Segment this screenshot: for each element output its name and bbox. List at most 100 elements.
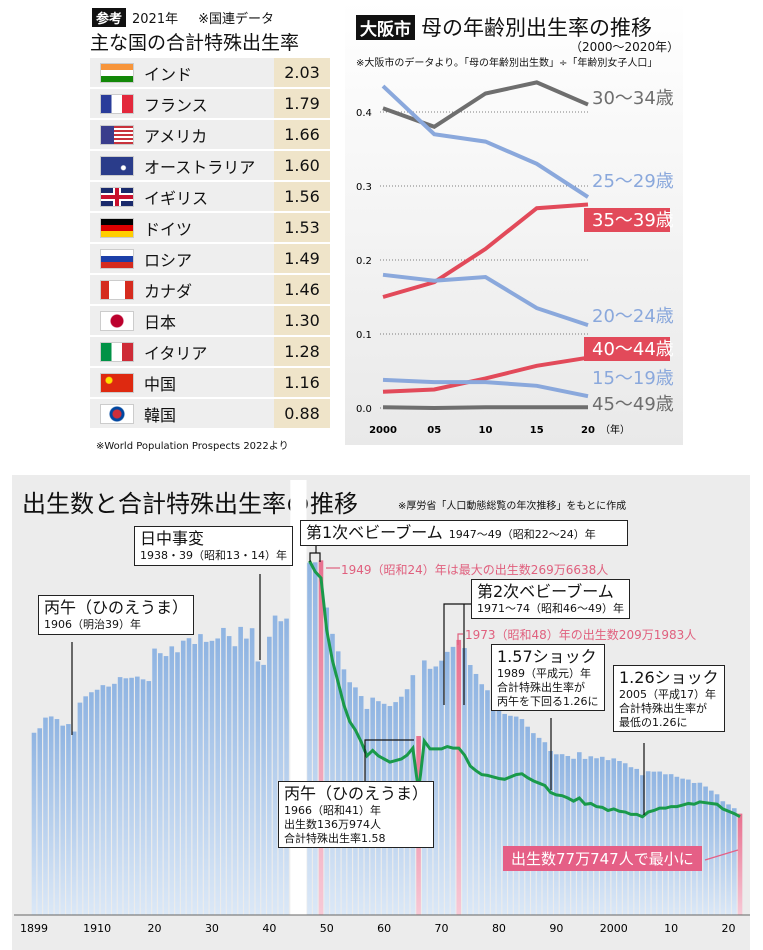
x-tick-label: 90 [549,922,563,935]
annotation-peak-1973: 1973（昭和48）年の出生数209万1983人 [465,628,697,642]
x-tick-label: 60 [377,922,391,935]
x-tick-label: 70 [435,922,449,935]
germany-flag-icon [100,217,134,238]
birth-bar [318,560,324,915]
birth-bar [175,652,180,915]
series-label-box [584,208,670,232]
birth-bar [140,679,146,915]
annotation-line: 1966（昭和41）年 [284,804,381,817]
france-flag-icon [100,93,134,114]
fertility-value: 1.56 [274,182,330,211]
series-label: 35〜39歳 [592,210,674,231]
country-name: アメリカ [144,126,208,146]
x-tick-label: 1899 [20,922,48,935]
country-name: インド [144,64,193,84]
birth-bar [508,715,513,915]
birth-bar [433,666,439,915]
country-cell: ドイツ [90,213,274,242]
annotation-line: 出生数136万974人 [284,817,381,831]
fertility-value: 1.46 [274,275,330,304]
birth-bar [324,607,330,915]
birth-bar [554,754,559,915]
series-label: 40〜44歳 [592,339,674,360]
fertility-value: 2.03 [274,58,330,87]
birth-bar [37,728,43,915]
osaka-chart-title: 母の年齢別出生率の推移 [421,16,652,40]
birth-bar [83,696,88,915]
leader-boom1 [309,552,321,562]
birth-bar [209,640,215,915]
birth-bar [628,767,634,915]
birth-bar [502,713,507,915]
birth-bar [645,771,651,915]
birth-bar [571,758,576,915]
usa-flag-icon [100,124,134,145]
annotation-title: 第2次ベビーブーム [477,582,614,601]
birth-bar [525,726,530,915]
uk-flag-icon [100,186,134,207]
x-tick-label: 20 [722,922,736,935]
birth-bar [60,725,65,915]
annotation-sub: 1947〜49（昭和22〜24）年 [448,528,596,541]
y-tick-label: 0.3 [356,182,372,193]
birth-bar [709,790,714,915]
birth-bar [605,760,611,915]
series-label: 45〜49歳 [592,394,674,415]
birth-bar [152,648,157,915]
korea-flag-icon [100,403,134,424]
china-flag-icon [100,372,134,393]
fertility-value: 1.60 [274,151,330,180]
x-tick-label: 05 [427,425,441,436]
x-tick-label: 50 [320,922,334,935]
x-tick-label: 20 [581,425,595,436]
country-cell: フランス [90,89,274,118]
series-line [382,202,589,299]
annotation-line: 1989（平成元）年 [497,667,591,680]
annotation-sub: 1938・39（昭和13・14）年 [140,549,287,562]
series-line [381,84,590,199]
table-row: アメリカ 1.66 [90,120,330,149]
annotation-hinoeuma-1906: 丙午（ひのえうま） 1906（明治39）年 [38,595,195,635]
table-year: 2021年 [132,12,179,27]
birth-bar [720,801,726,915]
birth-bar [462,648,467,915]
birth-bar [117,677,123,915]
birth-bar [307,562,312,915]
birth-bar [577,752,582,915]
fertility-value: 0.88 [274,399,330,428]
birth-bar [71,731,77,915]
russia-flag-icon [100,248,134,269]
birth-bar [531,733,536,915]
annotation-nicchu: 日中事変 1938・39（昭和13・14）年 [134,526,293,566]
birth-bar [272,615,278,915]
country-name: ドイツ [144,219,193,239]
series-line [382,355,589,394]
x-tick-label: 20 [148,922,162,935]
births-chart-note: ※厚労省「人口動態総覧の年次推移」をもとに作成 [398,501,627,512]
birth-bar [129,677,134,915]
birth-bar [703,786,708,915]
annotation-max-1949: 1949（昭和24）年は最大の出生数269万6638人 [341,563,609,577]
birth-bar [640,775,645,915]
annotation-sub: 1906（明治39）年 [44,618,141,631]
x-tick-label: 10 [664,922,678,935]
country-cell: 中国 [90,368,274,397]
birth-bar [192,643,198,915]
y-tick-label: 0.1 [356,330,372,341]
birth-bar [634,768,639,915]
series-line [382,272,589,328]
y-tick-label: 0.4 [356,108,372,119]
birth-bar [163,656,169,915]
birth-bar [249,628,255,915]
y-tick-label: 0.0 [356,404,372,415]
birth-bar [731,808,737,915]
annotation-line: 合計特殊出生率が [497,680,585,694]
birth-bar [674,776,680,915]
country-cell: 日本 [90,306,274,335]
series-label: 15〜19歳 [592,368,674,389]
birth-bar [43,717,48,915]
birth-bar [54,719,60,915]
birth-bar [94,689,100,915]
fertility-value: 1.53 [274,213,330,242]
birth-bar [668,774,674,915]
